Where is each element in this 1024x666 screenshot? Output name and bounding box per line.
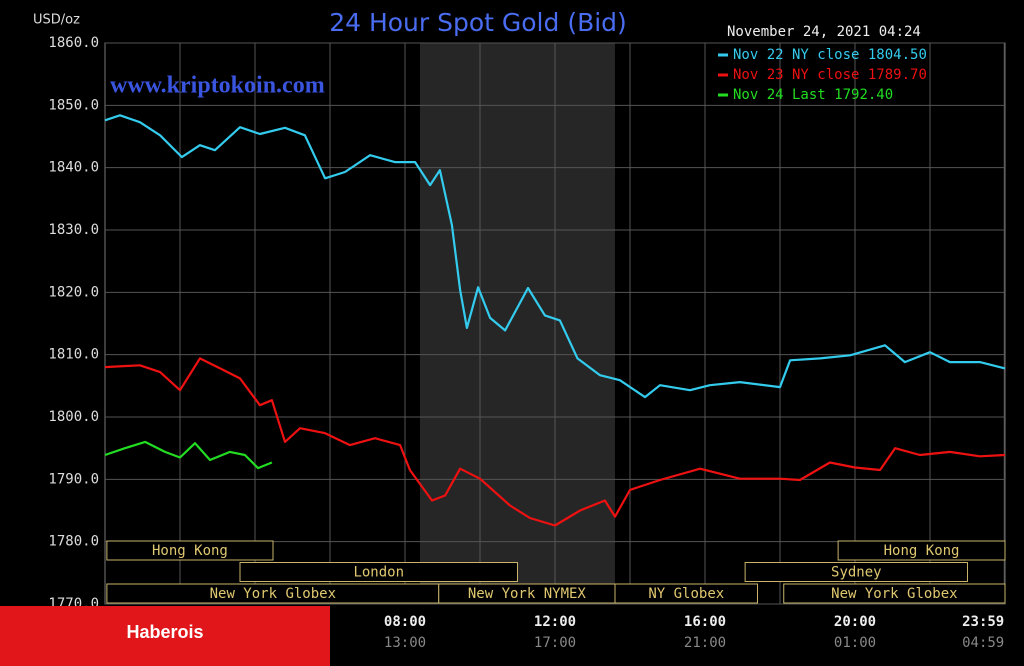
- session-label: Hong Kong: [884, 543, 960, 559]
- legend-name: Nov 22 NY close: [733, 47, 859, 63]
- session-label: Sydney: [831, 565, 882, 581]
- y-tick-label: 1800.0: [48, 409, 99, 425]
- timestamp: November 24, 2021 04:24: [727, 24, 921, 40]
- series-line: [104, 440, 273, 470]
- legend-value: 1792.40: [834, 87, 893, 103]
- y-tick-label: 1790.0: [48, 471, 99, 487]
- watermark: www.kriptokoin.com: [110, 73, 325, 99]
- session-box: [106, 540, 274, 561]
- session-box: [239, 562, 518, 582]
- session-box: [783, 583, 1006, 604]
- session-box: [837, 540, 1006, 561]
- chart-title: 24 Hour Spot Gold (Bid): [329, 8, 627, 37]
- x2-tick-label: 04:59: [962, 635, 1004, 651]
- y-tick-label: 1830.0: [48, 222, 99, 238]
- x-tick-label: 20:00: [834, 614, 876, 630]
- x2-tick-label: 01:00: [834, 635, 876, 651]
- x-tick-label: 12:00: [534, 614, 576, 630]
- legend-entry: Nov 22 NY close 1804.50: [733, 47, 927, 63]
- y-tick-label: 1820.0: [48, 284, 99, 300]
- y-tick-label: 1850.0: [48, 97, 99, 113]
- legend-value: 1804.50: [868, 47, 927, 63]
- session-box: [614, 583, 758, 604]
- x-tick-label: 08:00: [384, 614, 426, 630]
- y-tick-label: 1840.0: [48, 160, 99, 176]
- series-line: [104, 357, 1006, 527]
- session-label: London: [353, 565, 404, 581]
- legend-name: Nov 23 NY close: [733, 67, 859, 83]
- y-tick-label: 1860.0: [48, 35, 99, 51]
- shaded-session: [420, 43, 615, 604]
- overlay-box: [0, 606, 330, 666]
- x2-tick-label: 17:00: [534, 635, 576, 651]
- legend-entry: Nov 23 NY close 1789.70: [733, 67, 927, 83]
- legend-entry: Nov 24 Last 1792.40: [733, 87, 893, 103]
- session-label: New York Globex: [831, 586, 957, 602]
- y-axis-label: USD/oz: [33, 13, 80, 28]
- legend-name: Nov 24 Last: [733, 87, 826, 103]
- session-box: [744, 562, 968, 582]
- session-label: New York Globex: [210, 586, 336, 602]
- x-tick-label: 16:00: [684, 614, 726, 630]
- session-label: Hong Kong: [152, 543, 228, 559]
- overlay-label: Haberois: [126, 622, 203, 642]
- y-tick-label: 1780.0: [48, 534, 99, 550]
- y-tick-label: 1810.0: [48, 347, 99, 363]
- x2-tick-label: 21:00: [684, 635, 726, 651]
- legend-value: 1789.70: [868, 67, 927, 83]
- series-line: [104, 114, 1006, 399]
- session-label: New York NYMEX: [468, 586, 587, 602]
- session-label: NY Globex: [648, 586, 724, 602]
- x-tick-label: 23:59: [962, 614, 1004, 630]
- x2-tick-label: 13:00: [384, 635, 426, 651]
